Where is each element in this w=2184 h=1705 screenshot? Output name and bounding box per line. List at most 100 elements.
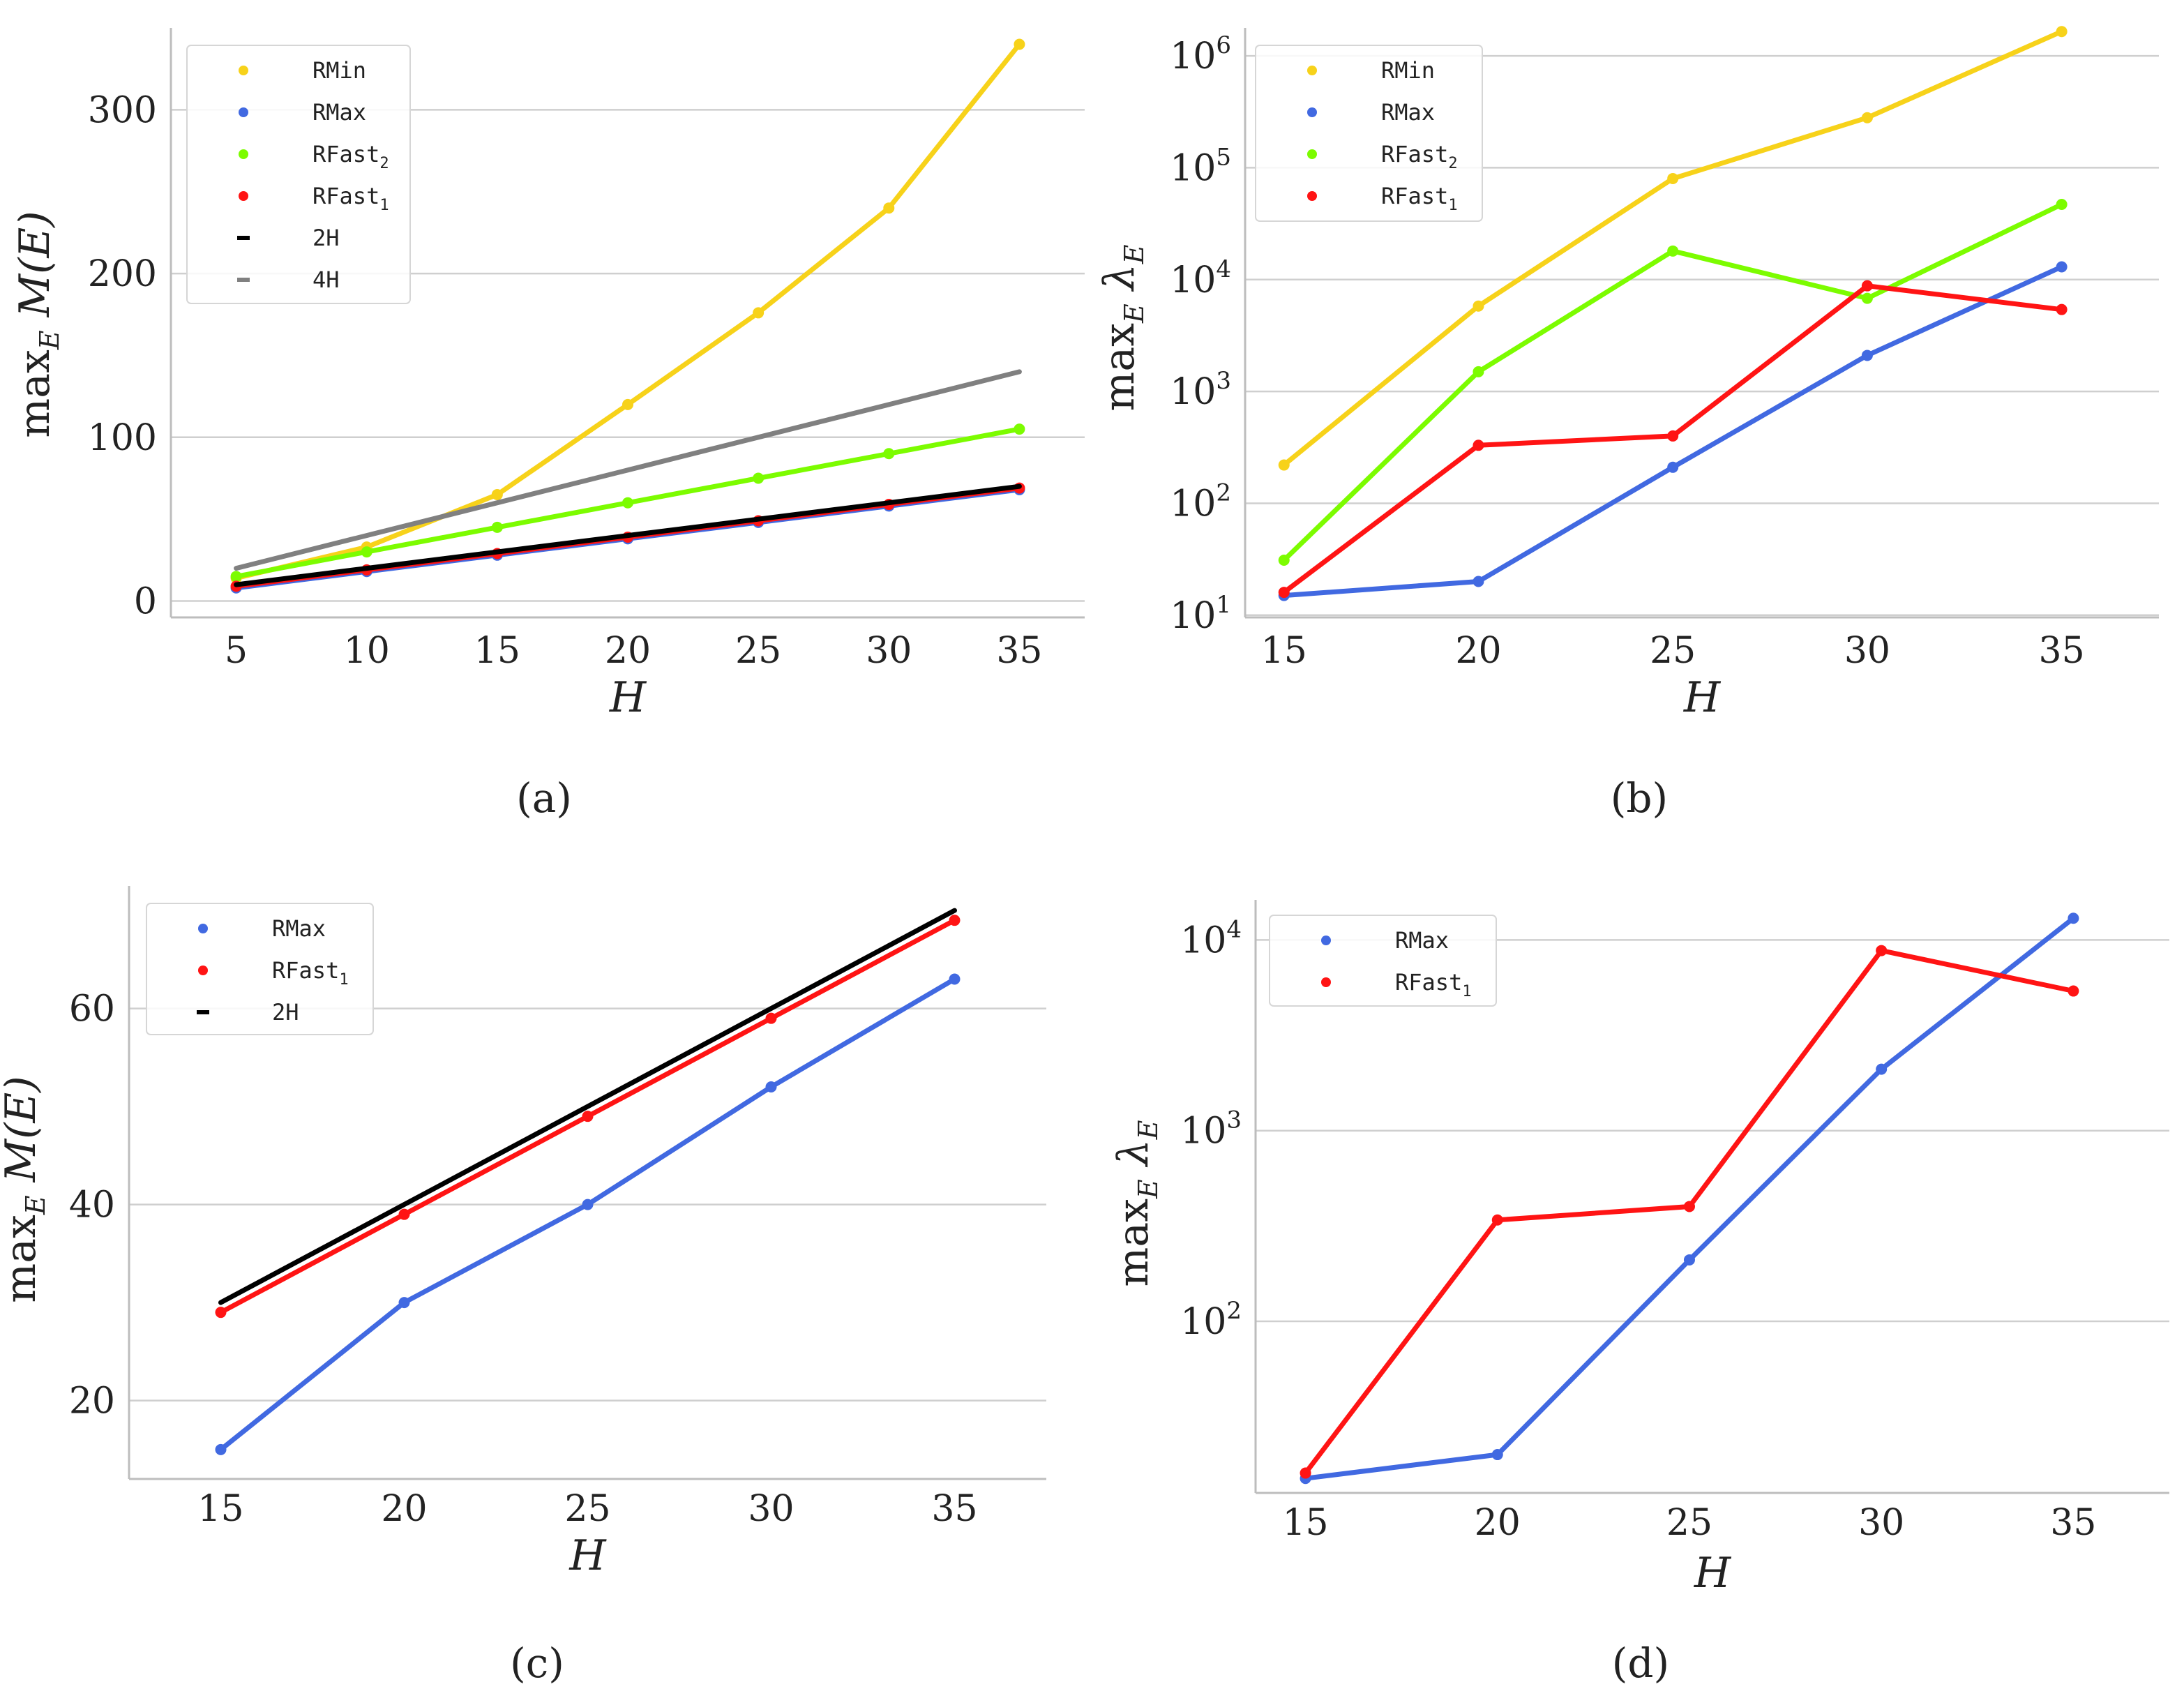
data-point-RMin: [491, 488, 503, 500]
legend-marker-RFast1: [1321, 977, 1331, 987]
legend-box: [1255, 45, 1483, 222]
data-point-RFast1: [398, 1208, 410, 1220]
data-point-RFast2: [361, 546, 372, 558]
data-point-RMax: [1861, 350, 1873, 361]
y-tick-label: 100: [88, 417, 157, 459]
x-tick-label: 35: [931, 1488, 977, 1530]
legend-label-RFast1: RFast1: [1395, 969, 1472, 1000]
x-tick-label: 35: [2039, 630, 2085, 672]
x-tick-label: 35: [2050, 1502, 2096, 1544]
legend-label-4H: 4H: [312, 266, 340, 293]
y-tick-label-exponent: 3: [1216, 367, 1231, 395]
y-tick-label-base: 10: [1170, 36, 1216, 77]
y-tick-label: 200: [88, 253, 157, 295]
legend-marker-RFast2: [1307, 149, 1317, 159]
y-axis-label-subscript: E: [1133, 1179, 1163, 1199]
y-axis-label-subscript: E: [1119, 303, 1150, 324]
y-tick-label: 104: [1180, 915, 1242, 961]
data-point-RMax: [1473, 576, 1484, 587]
legend-marker-RMax: [198, 924, 208, 933]
panel-label-d: (d): [1612, 1639, 1669, 1687]
legend-label-RMin: RMin: [312, 57, 366, 84]
x-tick-label: 15: [474, 630, 520, 672]
panel-label-c: (c): [510, 1639, 564, 1687]
data-point-RMin: [1473, 300, 1484, 312]
legend-marker-RFast1: [198, 966, 208, 975]
data-point-RMin: [622, 398, 633, 410]
legend-box: [186, 45, 411, 304]
data-point-RFast1: [1667, 430, 1679, 442]
data-point-RFast1: [1683, 1201, 1695, 1212]
x-tick-label: 10: [344, 630, 390, 672]
y-axis-label-max: max: [10, 350, 59, 438]
y-tick-label-base: 10: [1170, 371, 1216, 413]
y-axis-label-expr: M(E): [0, 1076, 45, 1195]
legend-subscript-RFast1: 1: [1448, 197, 1457, 214]
y-tick-label-base: 10: [1170, 595, 1216, 637]
data-point-RMax: [582, 1199, 594, 1210]
legend-label-RFast2: RFast2: [312, 141, 389, 172]
data-point-RFast2: [753, 472, 765, 484]
series-line-2H: [234, 483, 1022, 587]
legend-label-RFast1: RFast1: [312, 183, 389, 214]
legend-marker-RMax: [1307, 107, 1317, 117]
y-tick-label: 0: [134, 581, 157, 623]
y-tick-label: 40: [69, 1185, 115, 1226]
data-point-RFast2: [491, 521, 503, 533]
data-point-RFast1: [1491, 1214, 1503, 1226]
data-point-RMax: [1876, 1063, 1888, 1075]
legend-subscript-RFast2: 2: [379, 155, 389, 172]
legend-marker-RMin: [239, 66, 248, 75]
y-tick-label: 20: [69, 1381, 115, 1422]
panel-label-b: (b): [1611, 774, 1668, 822]
legend-label-RMin: RMin: [1381, 57, 1435, 84]
y-tick-label-exponent: 5: [1216, 143, 1231, 171]
data-point-RFast1: [1278, 587, 1290, 599]
y-tick-label: 105: [1170, 143, 1231, 189]
y-tick-label-base: 10: [1180, 1301, 1226, 1343]
y-axis-label-symbol: λ: [1109, 1139, 1158, 1179]
y-tick-label: 102: [1170, 479, 1231, 525]
legend: RMax RFast1: [1269, 915, 1497, 1007]
data-point-RFast2: [2056, 199, 2068, 211]
legend-subscript-RFast2: 2: [1448, 155, 1457, 172]
legend-marker-RMax: [239, 107, 248, 117]
legend-label-RMax: RMax: [272, 915, 326, 942]
data-point-RFast1: [2056, 303, 2068, 315]
data-point-RFast2: [1861, 292, 1873, 304]
data-point-RMax: [1683, 1254, 1695, 1265]
legend-subscript-RFast1: 1: [1462, 983, 1471, 1000]
legend-label-RFast1: RFast1: [272, 957, 349, 989]
y-tick-label-exponent: 3: [1226, 1106, 1242, 1134]
data-point-RFast2: [230, 571, 242, 583]
y-axis-label-max: max: [1109, 1199, 1158, 1287]
y-axis-label: maxE λE: [1109, 1120, 1163, 1286]
data-point-RMin: [2056, 26, 2068, 38]
x-tick-label: 25: [1650, 630, 1696, 672]
x-tick-label: 25: [1666, 1502, 1712, 1544]
data-point-RMin: [1861, 112, 1873, 123]
x-tick-label: 5: [225, 630, 248, 672]
data-point-RFast1: [949, 915, 961, 926]
y-tick-label: 106: [1170, 31, 1231, 77]
data-point-RFast2: [1473, 366, 1484, 377]
x-tick-label: 35: [996, 630, 1042, 672]
x-axis-label: H: [609, 673, 647, 722]
data-point-RFast2: [1278, 555, 1290, 566]
data-point-RFast1: [1473, 440, 1484, 451]
data-point-RMax: [398, 1297, 410, 1309]
data-point-RMin: [753, 307, 765, 319]
legend-label-RMax: RMax: [312, 99, 366, 126]
panel-label-a: (a): [516, 774, 572, 822]
x-tick-label: 20: [1455, 630, 1501, 672]
legend-marker-RFast1: [1307, 191, 1317, 201]
legend-label-2H: 2H: [272, 999, 299, 1026]
x-tick-label: 30: [748, 1488, 794, 1530]
y-tick-label: 300: [88, 89, 157, 131]
series-line-4H: [234, 369, 1022, 571]
y-axis-label: maxE M(E): [10, 211, 65, 437]
